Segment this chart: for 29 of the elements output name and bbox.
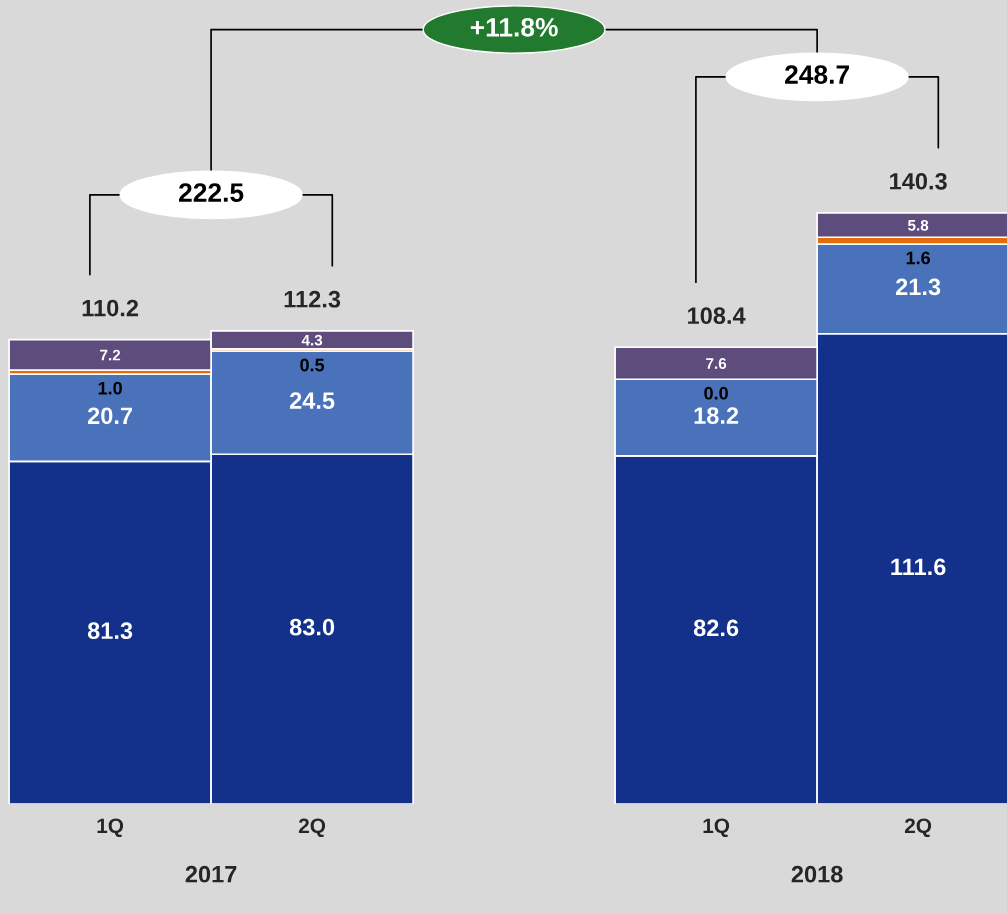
total-label: 110.2 (82, 299, 139, 317)
data-label: 82.6 (693, 619, 739, 637)
text: 248.7 (785, 65, 849, 84)
total-label: 140.3 (890, 172, 947, 190)
text: 2018 (791, 865, 843, 883)
data-label: 7.6 (706, 358, 727, 369)
data-label: 5.8 (907, 219, 929, 231)
data-label: 4.3 (301, 334, 323, 346)
text: 222.5 (179, 183, 244, 202)
total-label: 112.3 (284, 290, 341, 308)
data-label: 21.3 (895, 278, 941, 296)
x-tick-label: 1Q (97, 818, 124, 838)
data-label: 81.3 (87, 622, 133, 640)
total-label: 108.4 (688, 307, 746, 325)
x-tick-label: 2Q (904, 818, 932, 838)
data-label: 18.2 (694, 407, 739, 424)
text: 2017 (185, 865, 237, 883)
data-label: 1.0 (98, 381, 122, 395)
data-label: 0.0 (704, 386, 728, 400)
data-label: 111.6 (891, 558, 946, 576)
x-tick-label: 1Q (703, 818, 730, 838)
x-tick-label: 2Q (298, 818, 326, 838)
data-label: 20.7 (87, 407, 133, 425)
text: +11.8% (470, 17, 558, 37)
data-label: 24.5 (289, 392, 335, 409)
data-label: 83.0 (289, 618, 335, 636)
data-label: 0.5 (300, 358, 325, 372)
data-label: 7.2 (100, 349, 121, 361)
data-label: 1.6 (906, 251, 931, 265)
